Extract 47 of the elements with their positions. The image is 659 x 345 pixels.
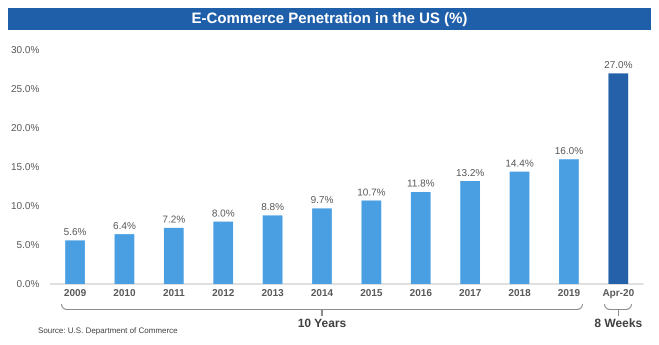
data-label: 16.0% [554, 146, 584, 157]
x-tick-label: 2017 [459, 288, 482, 299]
data-label: 27.0% [604, 60, 633, 72]
y-tick-label: 0.0% [16, 278, 40, 290]
bar [559, 159, 579, 284]
bar [213, 222, 234, 284]
data-label: 10.7% [357, 187, 386, 198]
y-tick-label: 5.0% [16, 240, 40, 251]
x-tick-label: 2016 [410, 288, 432, 299]
bar [361, 200, 382, 284]
source-note: Source: U.S. Department of Commerce [38, 326, 178, 335]
data-label: 8.0% [212, 208, 235, 220]
bar [608, 73, 628, 284]
bar [65, 240, 85, 284]
data-label: 13.2% [456, 168, 484, 179]
x-tick-label: 2010 [113, 288, 136, 299]
x-tick-label: 2014 [310, 288, 334, 299]
y-tick-label: 30.0% [10, 44, 40, 56]
text: 10 Years [298, 316, 346, 330]
x-tick-label: 2013 [261, 288, 284, 299]
bar [510, 172, 530, 284]
bar [460, 181, 480, 284]
data-label: 5.6% [64, 227, 87, 238]
bar [262, 215, 282, 284]
data-label: 14.4% [505, 158, 534, 170]
bar [164, 228, 184, 284]
data-label: 6.4% [113, 220, 136, 232]
data-label: 9.7% [310, 195, 334, 206]
bar [410, 192, 431, 284]
x-tick-label: Apr-20 [602, 288, 635, 299]
bar [312, 208, 332, 284]
chart-title: E-Commerce Penetration in the US (%) [8, 8, 651, 30]
x-tick-label: 2018 [508, 288, 532, 299]
y-tick-label: 10.0% [10, 200, 40, 212]
y-tick-label: 25.0% [10, 84, 40, 95]
text: 8 Weeks [593, 316, 644, 330]
x-tick-label: 2011 [162, 288, 186, 299]
y-tick-label: 15.0% [10, 162, 40, 173]
x-tick-label: 2009 [64, 288, 87, 299]
data-label: 7.2% [162, 214, 186, 226]
y-tick-label: 20.0% [10, 122, 40, 134]
data-label: 8.8% [261, 202, 284, 214]
x-tick-label: 2015 [360, 288, 383, 299]
bar [114, 234, 134, 284]
x-tick-label: 2019 [558, 288, 580, 299]
data-label: 11.8% [406, 178, 435, 190]
x-tick-label: 2012 [212, 288, 235, 299]
